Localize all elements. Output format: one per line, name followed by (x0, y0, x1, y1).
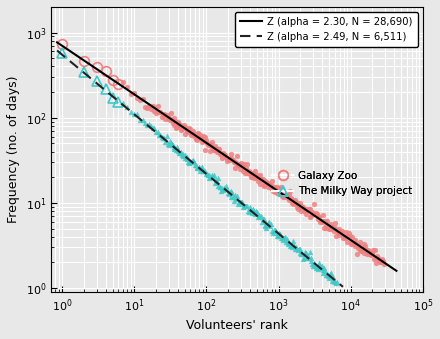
X-axis label: Volunteers' rank: Volunteers' rank (186, 319, 288, 332)
Z (alpha = 2.30, N = 28,690) (262, 180, 268, 184)
Y-axis label: Frequency (no. of days): Frequency (no. of days) (7, 76, 20, 223)
Z (alpha = 2.49, N = 6,511) (314, 263, 319, 267)
Z (alpha = 2.30, N = 28,690) (257, 176, 262, 180)
Z (alpha = 2.49, N = 6,511) (55, 49, 61, 53)
Z (alpha = 2.49, N = 6,511) (224, 189, 230, 193)
Line: Z (alpha = 2.30, N = 28,690): Z (alpha = 2.30, N = 28,690) (57, 42, 396, 271)
Z (alpha = 2.49, N = 6,511) (295, 248, 301, 252)
Z (alpha = 2.30, N = 28,690) (255, 176, 260, 180)
Z (alpha = 2.30, N = 28,690) (341, 233, 346, 237)
Legend: Galaxy Zoo, The Milky Way project: Galaxy Zoo, The Milky Way project (267, 166, 418, 201)
Z (alpha = 2.49, N = 6,511) (340, 285, 345, 289)
Line: Z (alpha = 2.49, N = 6,511): Z (alpha = 2.49, N = 6,511) (57, 51, 343, 287)
Z (alpha = 2.49, N = 6,511) (224, 188, 229, 193)
Z (alpha = 2.30, N = 28,690) (55, 41, 61, 45)
Z (alpha = 2.30, N = 28,690) (394, 269, 399, 273)
Z (alpha = 2.49, N = 6,511) (55, 48, 60, 53)
Z (alpha = 2.30, N = 28,690) (55, 40, 60, 44)
Z (alpha = 2.49, N = 6,511) (229, 193, 235, 197)
Z (alpha = 2.30, N = 28,690) (362, 247, 367, 252)
